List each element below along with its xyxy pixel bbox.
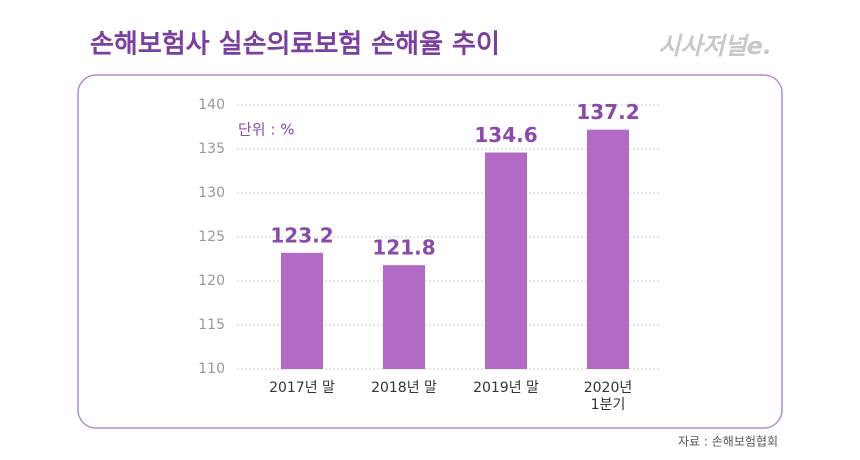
logo: 시사저널e.	[658, 32, 772, 60]
x-tick-label: 2018년 말	[371, 380, 437, 396]
value-label: 121.8	[372, 236, 435, 260]
bar	[485, 152, 527, 369]
value-label: 123.2	[270, 223, 333, 247]
y-tick-label: 110	[198, 361, 225, 377]
bar	[587, 129, 629, 369]
x-tick-label: 2019년 말	[473, 380, 539, 396]
y-tick-label: 135	[198, 141, 225, 157]
unit-note: 단위 : %	[238, 121, 294, 139]
y-tick-label: 120	[198, 273, 225, 289]
chart-frame	[77, 74, 783, 429]
y-tick-label: 125	[198, 229, 225, 245]
value-label: 134.6	[474, 123, 537, 147]
bar	[383, 265, 425, 369]
source-note: 자료 : 손해보험협회	[678, 435, 778, 449]
y-tick-label: 130	[198, 185, 225, 201]
y-tick-label: 115	[198, 317, 225, 333]
chart-title: 손해보험사 실손의료보험 손해율 추이	[90, 30, 500, 60]
bar	[281, 252, 323, 369]
x-tick-label: 2020년 1분기	[584, 380, 633, 413]
x-tick-label: 2017년 말	[269, 380, 335, 396]
value-label: 137.2	[576, 100, 639, 124]
y-tick-label: 140	[198, 97, 225, 113]
